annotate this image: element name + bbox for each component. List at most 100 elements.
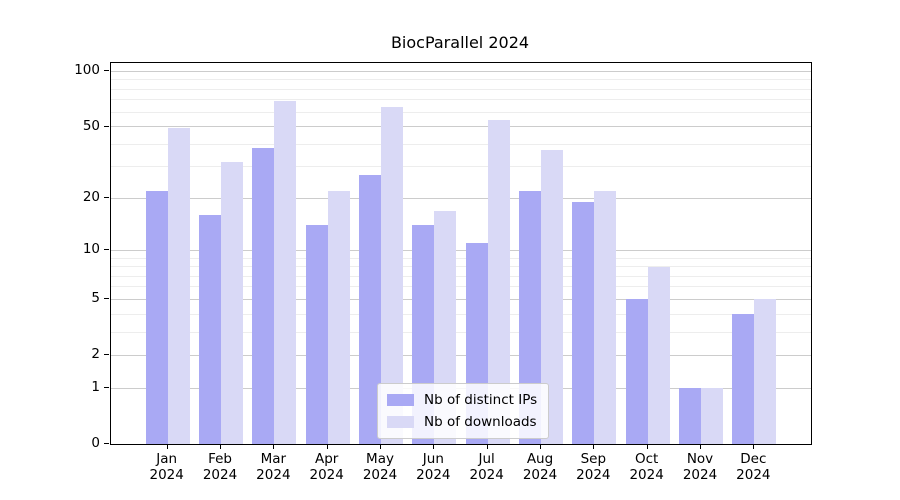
x-tick-label: May 2024 [348, 451, 412, 483]
bar-downloads [487, 120, 510, 444]
bar-distinct-ips [145, 190, 168, 444]
y-tick-label: 1 [91, 379, 100, 396]
x-tick-label: Mar 2024 [241, 451, 305, 483]
y-tick [104, 249, 109, 251]
x-tick [753, 444, 755, 449]
bar-distinct-ips [572, 202, 595, 444]
x-tick-label: Aug 2024 [508, 451, 572, 483]
y-tick-label: 5 [91, 290, 100, 307]
bar-distinct-ips [252, 148, 275, 444]
minor-gridline [111, 266, 811, 268]
x-tick [273, 444, 275, 449]
x-tick [593, 444, 595, 449]
x-tick-label: Jan 2024 [135, 451, 199, 483]
x-tick [166, 444, 168, 449]
major-gridline [111, 298, 811, 300]
bar-downloads [754, 299, 777, 444]
major-gridline [111, 126, 811, 128]
major-gridline [111, 197, 811, 199]
legend-swatch-distinct-ips [387, 394, 414, 406]
minor-gridline [111, 257, 811, 259]
y-tick-label: 100 [74, 62, 100, 79]
x-tick [220, 444, 222, 449]
x-tick-year: 2024 [576, 467, 611, 483]
x-tick-year: 2024 [682, 467, 718, 483]
x-tick-label: Jun 2024 [401, 451, 465, 483]
major-gridline [111, 354, 811, 356]
minor-gridline [111, 88, 811, 90]
major-gridline [111, 70, 811, 72]
chart-title: BiocParallel 2024 [390, 33, 530, 52]
x-tick-year: 2024 [149, 467, 184, 483]
bar-distinct-ips [305, 225, 328, 444]
x-tick [646, 444, 648, 449]
x-tick [700, 444, 701, 449]
x-tick-label: Sep 2024 [561, 451, 625, 483]
plot-area: Nb of distinct IPs Nb of downloads [110, 62, 812, 445]
minor-gridline [111, 331, 811, 333]
x-tick [540, 444, 541, 449]
x-tick-year: 2024 [256, 467, 291, 483]
x-tick-label: Jul 2024 [455, 451, 519, 483]
bar-downloads [221, 161, 244, 444]
x-tick [326, 444, 328, 449]
minor-gridline [111, 111, 811, 113]
y-tick-label: 2 [91, 346, 100, 363]
bar-downloads [167, 128, 190, 444]
x-tick-label: Oct 2024 [615, 451, 679, 483]
minor-gridline [111, 79, 811, 81]
minor-gridline [111, 143, 811, 145]
x-tick-year: 2024 [522, 467, 558, 483]
bar-distinct-ips [732, 314, 755, 444]
bar-downloads [647, 266, 670, 444]
legend-label-downloads: Nb of downloads [424, 414, 537, 430]
legend: Nb of distinct IPs Nb of downloads [377, 383, 549, 439]
x-tick-year: 2024 [629, 467, 664, 483]
bar-distinct-ips [625, 299, 648, 444]
x-tick-year: 2024 [736, 467, 771, 483]
y-tick [104, 298, 109, 300]
x-tick-label: Apr 2024 [295, 451, 359, 483]
minor-gridline [111, 275, 811, 277]
minor-gridline [111, 286, 811, 288]
legend-item-downloads: Nb of downloads [387, 413, 539, 431]
minor-gridline [111, 313, 811, 315]
y-tick [104, 387, 109, 389]
y-tick [104, 354, 109, 356]
x-tick-year: 2024 [309, 467, 344, 483]
bar-distinct-ips [199, 215, 222, 444]
bar-downloads [701, 388, 723, 444]
x-tick-label: Dec 2024 [721, 451, 785, 483]
bar-downloads [594, 190, 617, 444]
legend-item-distinct-ips: Nb of distinct IPs [387, 391, 539, 409]
bar-downloads [274, 100, 297, 444]
y-tick-label: 20 [82, 189, 100, 206]
x-tick [380, 444, 382, 449]
y-tick [104, 197, 109, 199]
major-gridline [111, 249, 811, 251]
y-tick-label: 50 [82, 117, 100, 134]
x-tick-year: 2024 [362, 467, 398, 483]
y-tick [104, 443, 109, 444]
bar-downloads [381, 106, 404, 444]
minor-gridline [111, 99, 811, 101]
x-tick-year: 2024 [202, 467, 238, 483]
bar-distinct-ips [519, 190, 541, 444]
x-tick [433, 444, 435, 449]
y-tick [104, 70, 109, 72]
bar-distinct-ips [679, 388, 701, 444]
legend-label-distinct-ips: Nb of distinct IPs [424, 392, 538, 408]
x-tick [486, 444, 488, 449]
y-tick-label: 0 [91, 435, 100, 451]
x-tick-year: 2024 [416, 467, 451, 483]
x-tick-label: Nov 2024 [668, 451, 732, 483]
x-tick-label: Feb 2024 [188, 451, 252, 483]
legend-swatch-downloads [387, 416, 414, 428]
y-tick [104, 125, 109, 127]
bar-downloads [541, 150, 563, 444]
x-tick-year: 2024 [469, 467, 504, 483]
minor-gridline [111, 166, 811, 168]
bar-distinct-ips [359, 174, 382, 444]
y-tick-label: 10 [82, 241, 100, 258]
